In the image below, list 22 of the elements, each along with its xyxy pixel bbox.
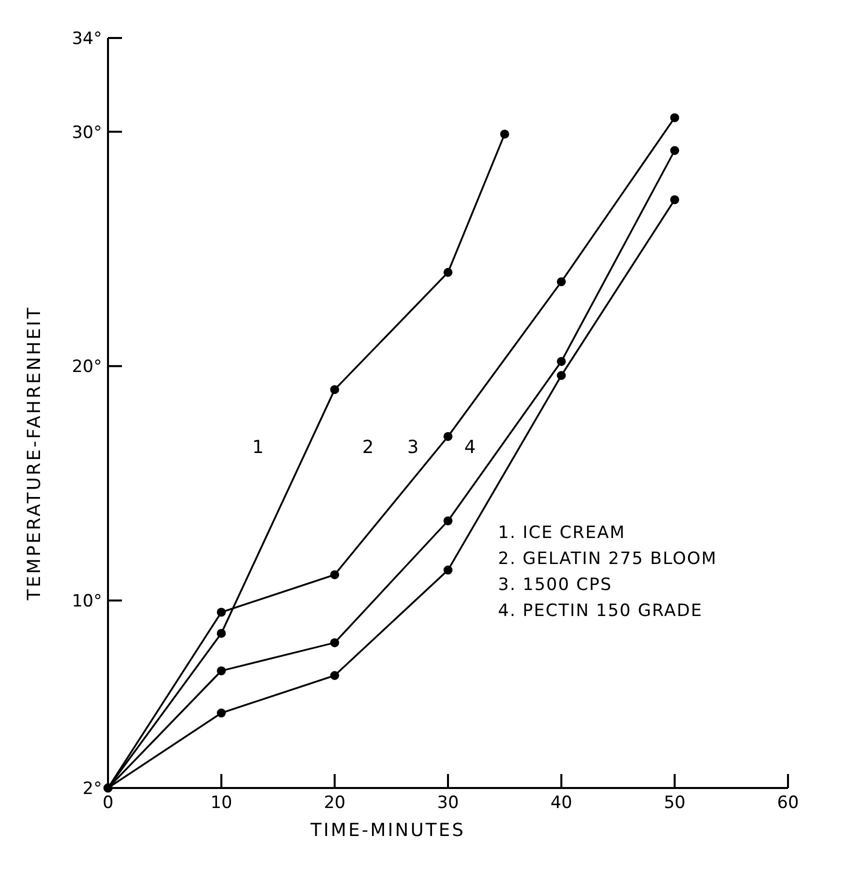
y-tick-label: 34° (72, 29, 102, 49)
x-tick-label: 40 (550, 793, 572, 813)
x-axis-title: TIME-MINUTES (310, 820, 466, 841)
x-tick-label: 0 (102, 793, 114, 813)
x-tick-label: 30 (437, 793, 459, 813)
annotation: 3 (407, 437, 419, 458)
annotation: 4. PECTIN 150 GRADE (498, 601, 703, 621)
y-tick-label: 30° (72, 122, 102, 143)
x-tick-label: 60 (777, 793, 799, 813)
annotation: 3. 1500 CPS (498, 575, 612, 595)
y-tick-label: 10° (72, 592, 102, 612)
x-tick-label: 10 (210, 793, 232, 813)
annotation: 4 (464, 437, 476, 458)
x-tick-label: 50 (664, 793, 686, 813)
y-tick-label: 20° (72, 357, 102, 378)
y-tick-label: 2° (82, 779, 102, 799)
x-tick-label: 20 (324, 793, 346, 813)
annotation: 1 (252, 437, 264, 458)
annotation: 2. GELATIN 275 BLOOM (498, 549, 718, 569)
annotation: 1. ICE CREAM (498, 523, 626, 543)
annotation: 2 (362, 437, 374, 458)
y-axis-title: TEMPERATURE-FAHRENHEIT (24, 306, 45, 602)
